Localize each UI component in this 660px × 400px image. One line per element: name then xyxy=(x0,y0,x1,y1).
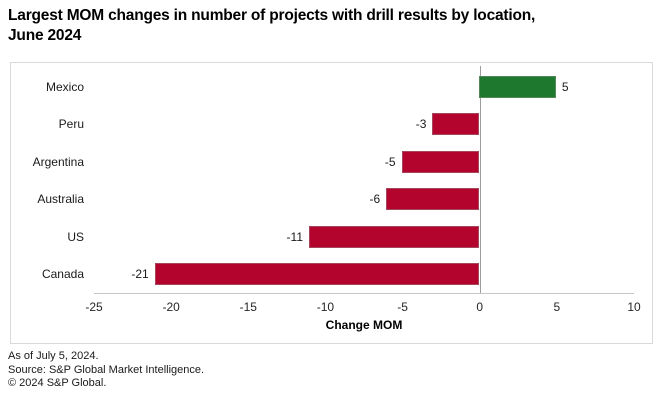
x-tick-label: -5 xyxy=(397,300,408,314)
footnote-copyright: © 2024 S&P Global. xyxy=(8,377,107,389)
footnote-source: Source: S&P Global Market Intelligence. xyxy=(8,363,205,376)
bar xyxy=(386,188,479,211)
x-tick-label: -20 xyxy=(162,300,180,314)
category-label: US xyxy=(67,229,84,244)
bar-row: Argentina -5 xyxy=(11,143,652,181)
bar-track: -11 xyxy=(93,218,633,256)
footnote: As of July 5, 2024. Source: S&P Global M… xyxy=(8,350,204,391)
bar-row: US -11 xyxy=(11,218,652,256)
bar-track: -3 xyxy=(93,106,633,144)
bar-row: Australia -6 xyxy=(11,181,652,219)
value-label: -5 xyxy=(384,154,396,169)
category-label: Peru xyxy=(58,117,84,132)
bar-track: -6 xyxy=(93,181,633,219)
bar xyxy=(309,225,479,248)
bar-row: Mexico 5 xyxy=(11,68,652,106)
x-tick-label: -15 xyxy=(239,300,257,314)
chart-title: Largest MOM changes in number of project… xyxy=(8,7,536,44)
x-tick-label: 0 xyxy=(476,300,484,314)
bar xyxy=(432,113,479,136)
x-tick-label: 5 xyxy=(553,300,561,314)
footnote-as-of: As of July 5, 2024. xyxy=(8,350,99,362)
category-label: Mexico xyxy=(45,79,84,94)
bar-track: -5 xyxy=(93,143,633,181)
x-tick-label: -25 xyxy=(85,300,103,314)
x-axis-ticks: -25 -20 -15 -10 -5 0 5 10 xyxy=(85,300,640,315)
bar-rows: Mexico 5 Peru -3 Argentina -5 Australia -6 US -11… xyxy=(11,68,652,293)
bar xyxy=(154,263,479,286)
x-axis-line xyxy=(94,293,634,294)
value-label: -6 xyxy=(369,192,381,207)
value-label: -11 xyxy=(286,229,303,244)
x-tick-label: 10 xyxy=(627,300,641,314)
bar xyxy=(401,150,479,173)
bar-row: Canada -21 xyxy=(11,256,652,294)
value-label: -21 xyxy=(131,267,149,282)
category-label: Canada xyxy=(41,267,84,282)
x-tick-label: -10 xyxy=(316,300,335,314)
category-label: Argentina xyxy=(32,154,84,169)
plot-area: Mexico 5 Peru -3 Argentina -5 Australia -6 US -11… xyxy=(10,62,653,344)
value-label: -3 xyxy=(415,117,427,132)
bar-row: Peru -3 xyxy=(11,106,652,144)
value-label: 5 xyxy=(561,79,569,94)
category-label: Australia xyxy=(37,192,84,207)
x-axis-title: Change MOM xyxy=(325,318,403,332)
bar xyxy=(478,75,556,98)
bar-track: -21 xyxy=(93,256,633,294)
bar-track: 5 xyxy=(93,68,633,106)
